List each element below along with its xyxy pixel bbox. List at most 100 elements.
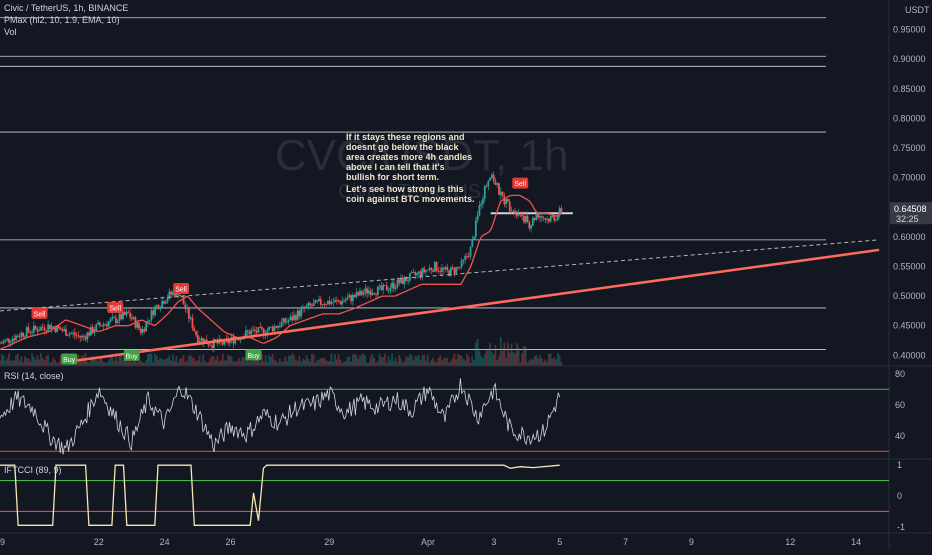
volume-bar [560,361,563,366]
candle-body [66,335,69,337]
candle-body [107,321,110,327]
volume-bar [0,354,3,366]
candle-body [132,317,135,320]
volume-bar [521,353,524,366]
signal-sell-label-0: Sell [34,311,46,318]
volume-bar [318,359,320,366]
candle-body [277,326,279,328]
candle-body [312,303,315,307]
pmax-path [0,194,562,350]
candle-body [448,270,451,276]
iftcci-tick-0: 1 [897,460,902,470]
volume-bar [319,358,322,366]
candle-body [223,338,226,345]
candle-body [494,181,497,185]
legend-vol[interactable]: Vol [4,27,17,37]
volume-bar [364,355,367,366]
candle-body [2,341,5,344]
candle-body [373,293,376,295]
volume-bar [341,362,344,366]
volume-bar [473,360,475,366]
pmax-line [0,194,562,350]
candle-body [499,191,502,195]
volume-bar [368,362,370,366]
volume-bar [346,356,349,366]
signal-buy-label-5: Buy [247,353,260,360]
volume-bar [269,356,272,366]
price-tick-9: 0.85000 [893,84,926,94]
note-line-1: If it stays these regions and [346,132,465,142]
price-pane[interactable]: CVC/USDT, 1h Civic / TetherUS SellBuySel… [0,3,880,366]
signals: Sell Buy Sell Buy Sell Buy Sell [31,177,529,365]
volume-bar [166,357,169,366]
watermark-name: Civic / TetherUS [338,181,481,203]
volume-bar [132,360,135,366]
candle-body [378,285,381,287]
candle-body [515,214,518,216]
volume-bar [236,361,238,366]
time-tick-8: 7 [623,537,628,547]
candle-body [129,312,131,318]
legend-rsi[interactable]: RSI (14, close) [4,371,64,381]
candle-body [152,310,155,316]
candle-body [460,260,463,268]
volume-bar [214,359,217,366]
signal-sell-label-4: Sell [175,287,187,294]
volume-bar [287,355,290,366]
time-tick-1: 22 [94,537,104,547]
candle-body [0,343,1,345]
candle-body [353,294,356,298]
time-tick-5: Apr [421,537,435,547]
candle-body [24,336,26,338]
candle-body [250,330,253,335]
price-axis[interactable]: 0.400000.450000.500000.550000.600000.650… [888,0,932,550]
candle-body [63,328,66,331]
volume-bar [202,354,205,366]
legend-main[interactable]: Civic / TetherUS, 1h, BINANCE [4,3,128,13]
candle-body [464,256,467,260]
candle-body [382,284,385,290]
legend-pmax[interactable]: PMax (hl2, 10, 1.9, EMA, 10) [4,15,120,25]
volume-bar [107,360,110,366]
volume-bar [0,360,1,366]
iftcci-pane[interactable]: IFTCCI (89, 9) 1 0 -1 [0,460,905,532]
time-axis[interactable]: 19 22 24 26 29 Apr 3 5 7 9 12 14 [0,532,932,547]
candle-body [476,215,479,221]
candle-body [327,300,329,305]
candle-body [198,340,201,343]
candle-body [558,208,561,216]
volume-bar [307,358,310,366]
candle-body [47,324,50,332]
legend-iftcci[interactable]: IFTCCI (89, 9) [4,465,62,475]
volume-bar [41,358,44,366]
volume-bar [120,355,123,366]
volume-bar [180,358,183,366]
candle-body [89,327,92,336]
volume-bar [426,354,429,366]
volume-bar [147,354,149,366]
volume-bar [373,357,376,366]
volume-bar [537,358,540,366]
volume-bar [327,360,329,366]
volume-bar [398,354,401,366]
rsi-pane[interactable]: RSI (14, close) 80 60 40 [0,369,905,455]
candle-body [508,201,511,212]
candle-body [555,219,557,221]
candle-body [469,247,472,257]
volume-bar [441,360,443,366]
volume-bar [499,337,502,366]
volume-bar [159,357,162,366]
candle-body [514,210,516,215]
volume-bar [114,353,117,366]
axis-unit: USDT [905,5,930,15]
signal-sell-label-6: Sell [514,181,526,188]
candle-body [118,313,121,321]
candle-body [229,340,231,344]
candle-body [184,304,187,309]
candle-body [318,299,320,302]
candle-body [309,303,311,306]
volume-bar [268,354,271,366]
volume-bar [154,353,156,366]
candle-body [528,221,531,229]
